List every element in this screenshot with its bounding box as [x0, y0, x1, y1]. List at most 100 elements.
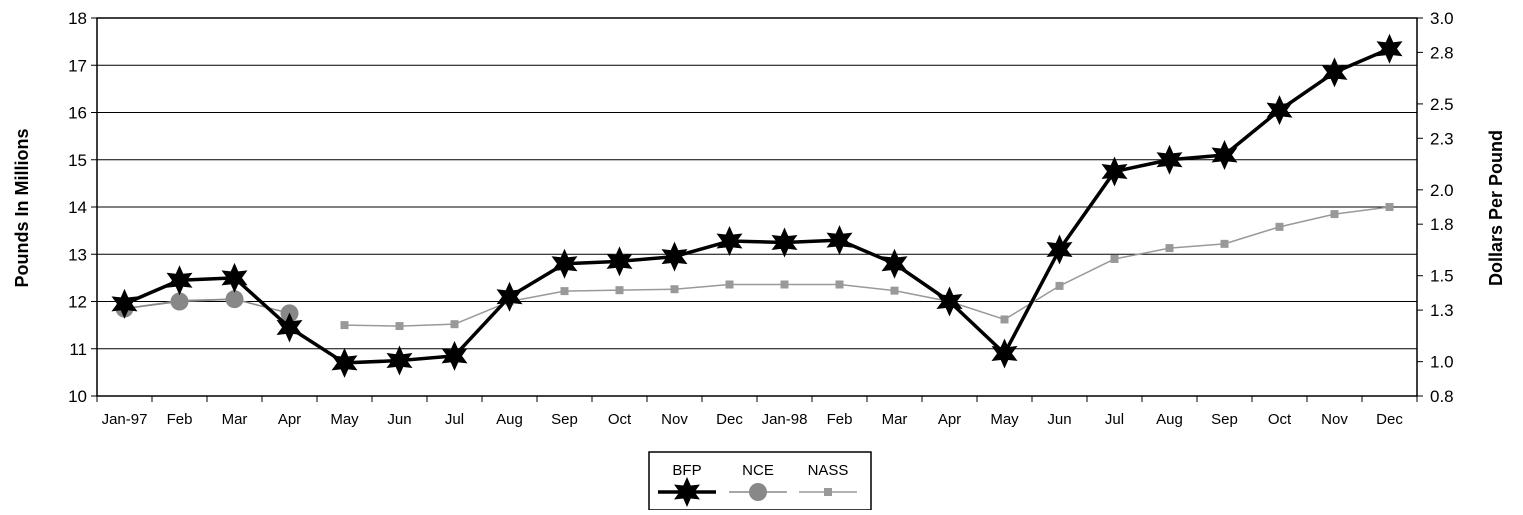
y-right-tick-label: 3.0 [1430, 9, 1454, 28]
x-tick-label: Dec [1376, 411, 1403, 428]
y-left-tick-label: 13 [68, 245, 87, 264]
y-left-tick-label: 10 [68, 387, 87, 406]
y-right-tick-label: 2.0 [1430, 181, 1454, 200]
series-line-nce [124, 298, 290, 315]
point-nce [170, 292, 189, 311]
point-nass [1110, 254, 1119, 263]
point-nass [1385, 203, 1394, 211]
point-nass [615, 286, 624, 295]
x-tick-label: Oct [608, 411, 632, 428]
axes: 10 11 12 13 14 15 16 17 18 0.8 1.0 1.3 1.5 1.8 2.0 2.3 2… [68, 9, 1454, 428]
point-bfp [551, 248, 578, 279]
point-nass [1165, 244, 1174, 253]
y-left-axis-title: Pounds In Millions [12, 129, 32, 288]
point-bfp [1211, 140, 1238, 171]
y-right-axis-title: Dollars Per Pound [1486, 130, 1506, 286]
point-nass [835, 280, 844, 289]
x-tick-label: Feb [167, 411, 193, 428]
point-bfp [1156, 144, 1183, 175]
point-bfp [276, 312, 303, 343]
x-tick-label: May [330, 411, 359, 428]
point-bfp [826, 225, 853, 256]
point-bfp [661, 241, 688, 272]
x-tick-label: Aug [1156, 411, 1183, 428]
point-nass [725, 280, 734, 289]
point-bfp [331, 347, 358, 378]
point-bfp [111, 288, 138, 319]
legend-marker-nce [749, 483, 767, 501]
y-right-tick-label: 1.0 [1430, 353, 1454, 372]
point-nass [1330, 210, 1339, 219]
x-tick-label: Feb [827, 411, 853, 428]
point-nass [340, 321, 349, 330]
x-tick-label: Jul [1105, 411, 1124, 428]
y-right-tick-label: 2.8 [1430, 43, 1454, 62]
point-bfp [991, 338, 1018, 369]
y-left-tick-label: 15 [68, 151, 87, 170]
point-bfp [1101, 156, 1128, 187]
point-nass [395, 322, 404, 331]
point-bfp [441, 340, 468, 371]
point-nce [225, 290, 244, 309]
x-tick-label: Jul [445, 411, 464, 428]
point-bfp [166, 265, 193, 296]
y-right-tick-label: 2.5 [1430, 95, 1454, 114]
x-tick-label: Oct [1268, 411, 1292, 428]
x-tick-label: Sep [1211, 411, 1238, 428]
legend-label-bfp: BFP [672, 462, 701, 479]
point-nass [780, 280, 789, 289]
y-right-tick-label: 2.3 [1430, 129, 1454, 148]
legend-label-nass: NASS [808, 462, 849, 479]
x-tick-label: Dec [716, 411, 743, 428]
point-nass [1275, 222, 1284, 231]
x-tick-label: Sep [551, 411, 578, 428]
point-bfp [606, 246, 633, 277]
legend-box [648, 451, 872, 511]
y-right-tick-label: 1.8 [1430, 215, 1454, 234]
point-bfp [771, 227, 798, 258]
x-tick-label: Nov [661, 411, 688, 428]
y-right-tick-label: 1.3 [1430, 301, 1454, 320]
series-line-nass [344, 206, 1390, 327]
x-tick-label: Mar [222, 411, 248, 428]
y-right-tick-label: 0.8 [1430, 387, 1454, 406]
point-bfp [1321, 57, 1348, 88]
legend-marker-bfp [674, 477, 700, 507]
x-tick-label: Aug [496, 411, 523, 428]
point-bfp [1046, 234, 1073, 265]
point-bfp [881, 248, 908, 279]
series [111, 33, 1403, 378]
point-bfp [1266, 95, 1293, 126]
x-tick-label: Jan-97 [102, 411, 148, 428]
y-left-tick-label: 18 [68, 9, 87, 28]
point-nass [890, 286, 899, 295]
y-left-tick-label: 17 [68, 56, 87, 75]
point-bfp [496, 281, 523, 312]
y-left-tick-label: 11 [69, 340, 87, 359]
point-nass [1000, 315, 1009, 324]
x-tick-label: Nov [1321, 411, 1348, 428]
x-tick-label: Jun [387, 411, 411, 428]
point-nass [1055, 281, 1064, 290]
legend-marker-nass [824, 488, 832, 496]
point-nass [560, 287, 569, 296]
y-right-tick-label: 1.5 [1430, 267, 1454, 286]
point-nass [670, 285, 679, 294]
point-bfp [936, 286, 963, 317]
legend-label-nce: NCE [742, 462, 774, 479]
x-tick-label: Apr [938, 411, 961, 428]
x-tick-label: May [990, 411, 1019, 428]
y-left-tick-label: 14 [68, 198, 87, 217]
x-tick-label: Apr [278, 411, 301, 428]
point-bfp [221, 262, 248, 293]
x-tick-label: Jun [1047, 411, 1071, 428]
legend-symbols [658, 477, 857, 507]
series-line-bfp [123, 47, 1391, 365]
series-nass [120, 203, 1394, 331]
y-left-tick-label: 16 [68, 104, 87, 123]
point-bfp [716, 226, 743, 257]
x-tick-label: Mar [882, 411, 908, 428]
legend: BFP NCE NASS [648, 451, 872, 511]
point-bfp [386, 345, 413, 376]
